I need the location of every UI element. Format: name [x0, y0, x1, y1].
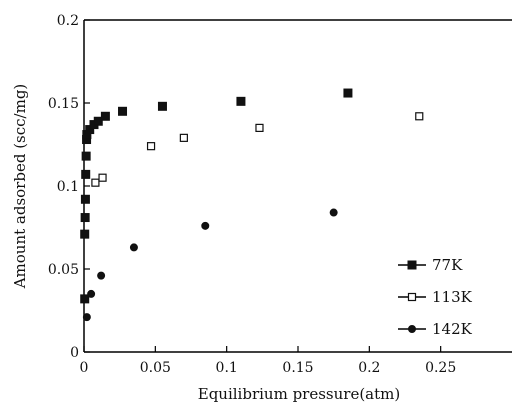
y-tick-label: 0.05	[48, 262, 79, 278]
legend-label-142k: 142K	[432, 320, 473, 338]
point-142k	[97, 271, 106, 280]
point-142k	[129, 243, 138, 252]
point-77k	[80, 229, 90, 239]
point-142k	[201, 221, 210, 230]
point-77k	[157, 101, 167, 111]
x-tick-label: 0	[80, 360, 89, 376]
chart-legend: 77K 113K 142K	[398, 256, 473, 338]
point-113k	[146, 142, 156, 151]
x-axis-label: Equilibrium pressure(atm)	[198, 385, 400, 403]
y-axis-label: Amount adsorbed (scc/mg)	[11, 84, 29, 290]
legend-label-113k: 113K	[432, 288, 473, 306]
point-77k	[236, 96, 246, 106]
y-tick-label: 0.1	[57, 179, 79, 195]
legend-label-77k: 77K	[432, 256, 463, 274]
point-77k	[80, 213, 90, 223]
point-113k	[98, 173, 107, 182]
x-tick-label: 0.25	[425, 360, 456, 376]
chart-ticks: 0 0.05 0.1 0.15 0.2 0.25 0 0.05 0.1 0.15 0.2	[48, 13, 456, 376]
point-77k	[93, 116, 103, 126]
point-113k	[415, 112, 424, 121]
point-77k	[118, 106, 128, 116]
x-tick-label: 0.2	[358, 360, 380, 376]
chart-points	[80, 88, 424, 322]
point-113k	[179, 133, 188, 142]
point-77k	[80, 194, 90, 204]
x-tick-label: 0.05	[140, 360, 171, 376]
legend-marker-142k	[408, 325, 416, 333]
point-77k	[343, 88, 353, 98]
legend-marker-113k	[407, 292, 417, 302]
point-113k	[255, 123, 264, 133]
point-113k	[91, 178, 100, 187]
point-142k	[87, 289, 96, 298]
legend-marker-77k	[407, 260, 417, 270]
point-142k	[329, 208, 338, 217]
point-77k	[80, 294, 90, 304]
y-tick-label: 0	[70, 345, 79, 361]
y-tick-label: 0.2	[57, 13, 79, 29]
y-tick-label: 0.15	[48, 96, 79, 112]
point-77k	[100, 111, 110, 121]
x-tick-label: 0.1	[216, 360, 238, 376]
point-77k	[81, 169, 91, 179]
x-tick-label: 0.15	[282, 360, 313, 376]
point-77k	[81, 151, 91, 161]
point-142k	[82, 313, 91, 322]
